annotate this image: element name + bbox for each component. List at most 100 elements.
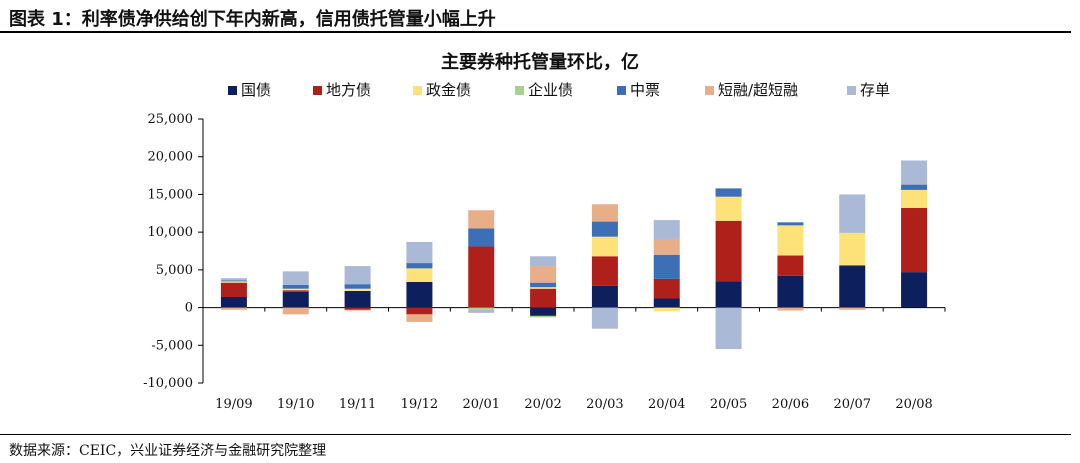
legend-label: 国债 [241,81,271,99]
bar-segment-4-3 [468,307,495,310]
legend-swatch [313,86,322,95]
bar-segment-0-1 [220,282,247,298]
x-tick-label: 19/10 [277,397,314,412]
bar-segment-8-6 [715,307,742,350]
x-tick-label: 20/08 [895,397,932,412]
bar-segment-2-4 [344,284,371,289]
bar-segment-2-6 [344,266,371,285]
x-tick-label: 20/01 [463,397,500,412]
bar-segment-1-1 [282,290,309,292]
bar-segment-7-0 [653,298,680,308]
bar-segment-6-6 [591,307,618,329]
bar-segment-9-0 [777,275,804,308]
bar-segment-9-2 [777,225,804,256]
bar-segment-4-1 [468,246,495,308]
bar-segment-11-1 [901,208,928,273]
x-tick-label: 20/04 [648,397,685,412]
x-tick-label: 19/09 [215,397,252,412]
bar-segment-0-5 [220,307,247,310]
x-tick-label: 20/06 [772,397,809,412]
bar-segment-0-0 [220,297,247,308]
figure-title: 图表 1：利率债净供给创下年内新高，信用债托管量小幅上升 [9,9,496,30]
bar-segment-0-4 [220,280,247,282]
y-tick-label: 5,000 [156,263,193,278]
bar-segment-3-6 [406,241,433,264]
legend-swatch [617,86,626,95]
legend-label: 中票 [630,81,660,99]
bar-segment-5-6 [530,256,557,267]
bar-segment-10-5 [839,307,866,310]
bar-segment-8-2 [715,196,742,221]
bar-segment-7-1 [653,278,680,299]
legend-swatch [705,86,714,95]
legend-label: 存单 [860,81,890,99]
legend-label: 地方债 [326,81,371,99]
bar-segment-7-5 [653,238,680,255]
bar-segment-6-4 [591,221,618,237]
bar-segment-10-2 [839,232,866,266]
bar-segment-6-0 [591,285,618,308]
bar-segment-1-6 [282,271,309,285]
legend-label: 政金债 [426,81,471,99]
bar-segment-3-0 [406,281,433,308]
y-tick-label: 15,000 [148,187,194,202]
bar-segment-9-1 [777,255,804,276]
chart-title: 主要券种托管量环比，亿 [441,51,639,73]
bar-segment-5-2 [530,287,557,289]
top-rule [0,31,1071,33]
x-tick-label: 19/11 [339,397,376,412]
bar-segment-6-5 [591,204,618,222]
bar-segment-1-2 [282,288,309,291]
legend-label: 企业债 [528,81,573,99]
x-tick-label: 20/03 [586,397,623,412]
bar-segment-2-5 [344,309,371,311]
y-tick-label: -5,000 [151,338,193,353]
bar-segment-3-5 [406,314,433,322]
bar-segment-11-0 [901,272,928,308]
bar-segment-11-2 [901,189,928,209]
bar-segment-2-1 [344,307,371,310]
report-header: 图表 1：利率债净供给创下年内新高，信用债托管量小幅上升 [0,0,1080,34]
axes: 25,000 20,000 15,000 10,000 5,000 0 -5,000 -10,… [143,112,946,391]
bar-segment-7-4 [653,254,680,279]
bar-segment-5-1 [530,288,557,308]
y-tick-label: -10,000 [143,376,193,391]
bar-segment-5-0 [530,307,557,316]
bar-segment-3-1 [406,307,433,315]
legend-label: 短融/超短融 [718,81,798,99]
bar-segment-1-5 [282,307,309,315]
bar-segment-4-5 [468,210,495,229]
bar-segment-7-2 [653,307,680,312]
x-tick-label: 20/02 [524,397,561,412]
bar-segment-7-6 [653,220,680,239]
bar-segment-9-4 [777,222,804,226]
bar-segment-1-0 [282,291,309,308]
bar-segment-5-3 [530,315,557,318]
y-tick-label: 0 [185,301,193,316]
legend-swatch [228,86,237,95]
bar-segment-10-6 [839,194,866,233]
y-tick-label: 20,000 [148,150,194,165]
y-tick-label: 25,000 [148,112,194,127]
bar-segment-6-2 [591,236,618,257]
source-note: 数据来源：CEIC，兴业证券经济与金融研究院整理 [9,443,327,459]
bottom-rule [0,434,1071,435]
legend-swatch [413,86,422,95]
bar-segment-6-1 [591,256,618,286]
bar-segment-0-3 [220,281,247,282]
bar-segment-3-2 [406,268,433,282]
bar-segment-2-2 [344,288,371,291]
bar-segment-5-5 [530,266,557,283]
bar-segment-5-4 [530,282,557,288]
bars [220,160,928,350]
bar-segment-0-6 [220,278,247,281]
x-tick-label: 20/07 [834,397,871,412]
bar-segment-4-6 [468,309,495,313]
bar-segment-9-5 [777,307,804,311]
legend-swatch [515,86,524,95]
bar-segment-8-0 [715,281,742,308]
x-tick-label: 20/05 [710,397,747,412]
bar-segment-4-4 [468,228,495,247]
bar-segment-3-4 [406,263,433,269]
